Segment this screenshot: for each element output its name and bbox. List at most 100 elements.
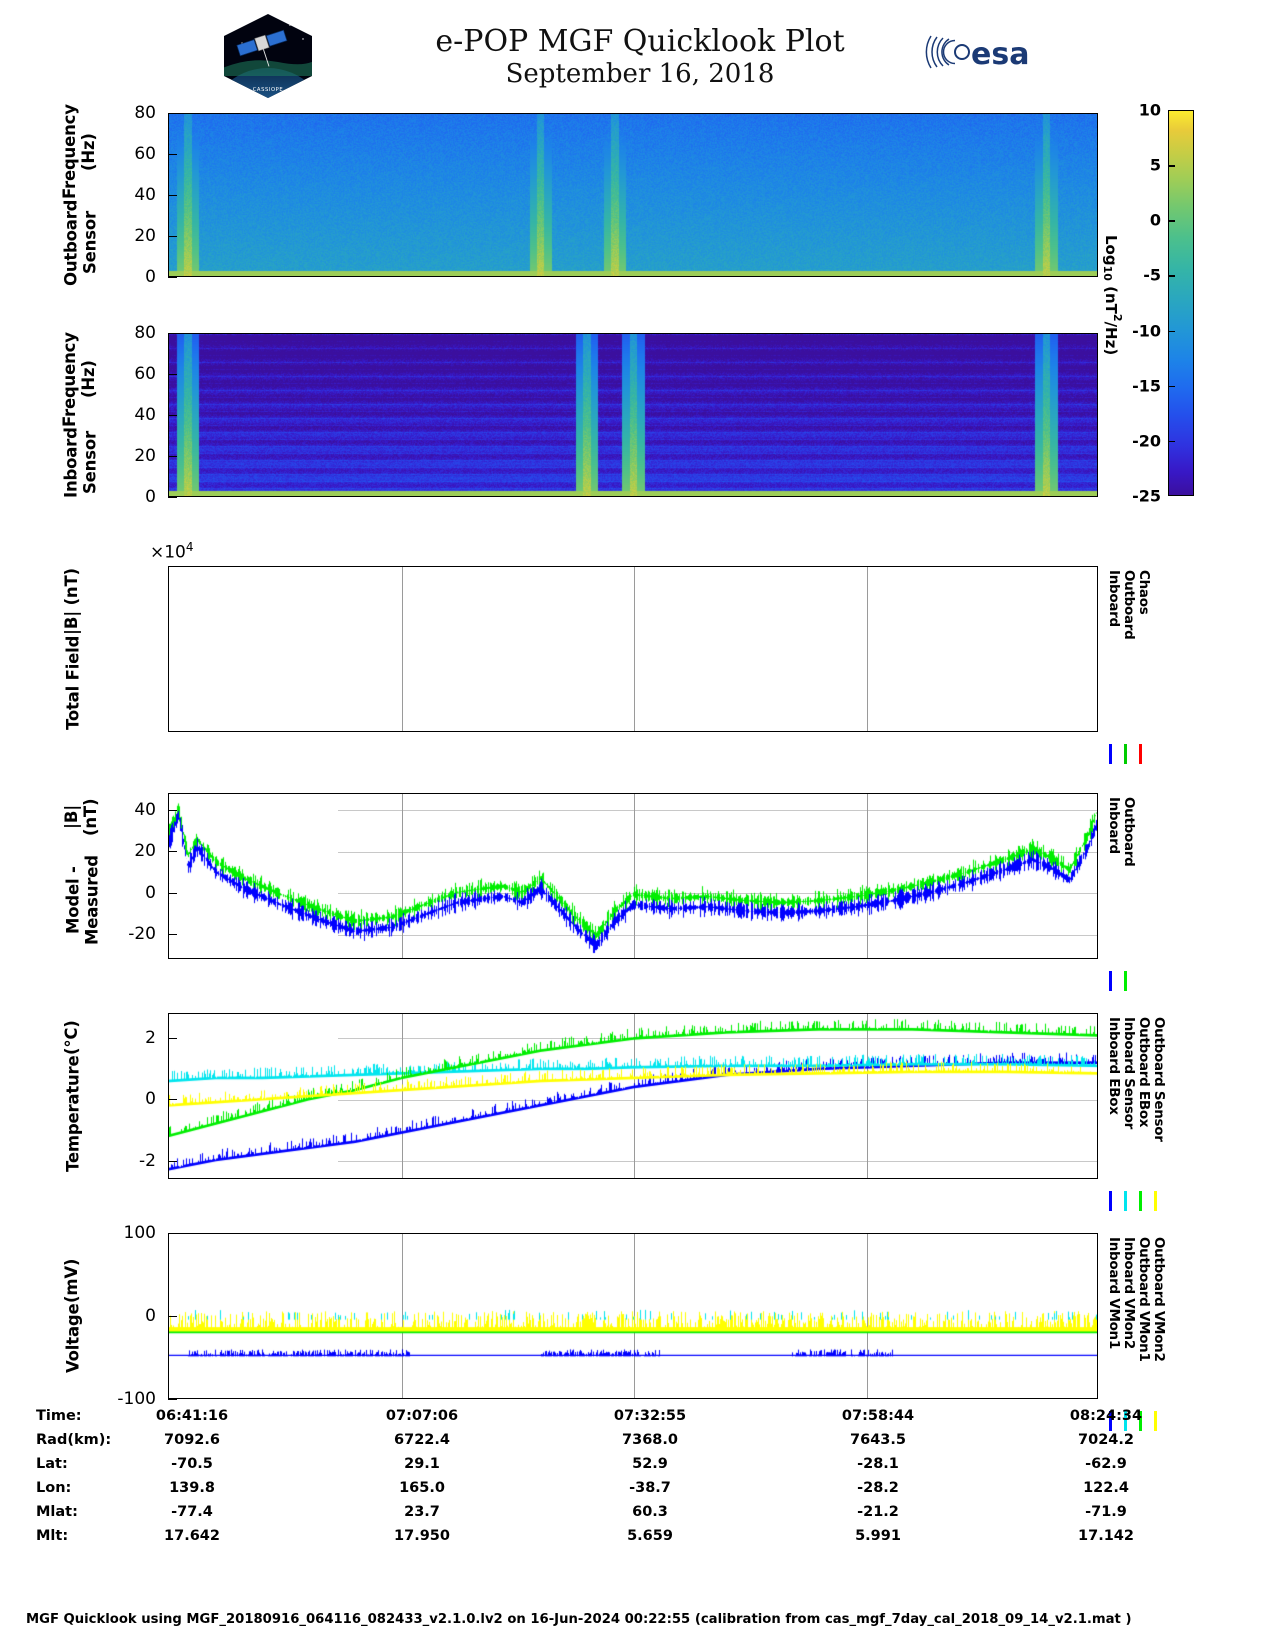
table-cell-1-0: 7092.6 [164,1432,220,1448]
colorbar-tick-1: 5 [1149,155,1161,175]
table-cell-4-2: 60.3 [632,1504,668,1520]
table-cell-0-0: 06:41:16 [155,1408,229,1424]
ytick-model-minus-measured-2: 0 [145,882,156,903]
ylabel-line2-voltage: (mV) [62,1259,81,1304]
ylabel-line2-inboard-spectrogram: Frequency (Hz) [60,332,98,428]
table-cell-2-4: -62.9 [1085,1456,1127,1472]
ytickmark-inboard-spectrogram-3 [168,456,177,458]
table-row: Rad(km): 7092.6 6722.4 7368.0 7643.5 7024.2 [0,1432,1275,1456]
table-cell-5-3: 5.991 [855,1528,901,1544]
table-cell-3-0: 139.8 [169,1480,215,1496]
ytick-voltage-0: 100 [123,1223,156,1243]
table-cell-2-3: -28.1 [857,1456,899,1472]
colorbar-tick-4: -10 [1132,321,1161,341]
plot-area-outboard-spectrogram[interactable] [168,113,1098,277]
ylabel-line1-temperature: Temperature [63,1055,83,1172]
esa-logo: esa [925,28,1045,76]
page-title: e-POP MGF Quicklook Plot [435,24,845,59]
legend-label-total-field-2: Chaos [1136,570,1152,615]
legend-label-voltage-0: Inboard VMon1 [1106,1237,1122,1349]
table-cell-5-4: 17.142 [1078,1528,1134,1544]
ytickmark-temperature-0 [168,1037,177,1039]
ytick-temperature-0: 2 [145,1027,156,1048]
table-cell-2-2: 52.9 [632,1456,668,1472]
table-row-key-1: Rad(km): [36,1432,112,1448]
plot-canvas-outboard-spectrogram [169,114,1097,276]
table-cell-3-1: 165.0 [399,1480,445,1496]
table-cell-1-3: 7643.5 [850,1432,906,1448]
colorbar-gradient [1168,110,1194,496]
legend-label-temperature-2: Outboard EBox [1136,1017,1152,1128]
ylabel-temperature: Temperature (°C) [62,1013,84,1179]
ytick-voltage-2: -100 [117,1389,156,1409]
ylabel-outboard-spectrogram: Outboard Sensor Frequency (Hz) [60,104,101,285]
ytickmark-outboard-spectrogram-4 [168,277,177,279]
page-header: CASSIOPE e-POP MGF Quicklook Plot Septem… [0,0,1275,105]
table-row-key-3: Lon: [36,1480,72,1496]
plot-canvas-model-minus-measured [169,794,1097,958]
ylabel-line2-temperature: (°C) [62,1020,81,1056]
colorbar-title: Log10 (nT2/Hz) [1101,235,1124,355]
plot-area-model-minus-measured[interactable] [168,793,1098,959]
ylabel-line1-outboard-spectrogram: Outboard Sensor [61,199,100,286]
table-cell-0-3: 07:58:44 [841,1408,915,1424]
legend-swatch-voltage-0 [1109,1411,1112,1431]
table-cell-4-1: 23.7 [404,1504,440,1520]
colorbar-tickmark-1 [1168,165,1175,167]
colorbar-tickmark-6 [1168,440,1175,443]
ylabel-inboard-spectrogram: Inboard Sensor Frequency (Hz) [60,332,101,498]
ytickmark-inboard-spectrogram-1 [168,374,177,376]
colorbar-tick-7: -25 [1132,486,1161,506]
cassiope-logo: CASSIOPE [218,12,318,100]
legend-label-total-field-1: Outboard [1121,570,1137,640]
ylabel-line2-total-field: |B| (nT) [62,568,81,636]
ytickmark-voltage-0 [168,1233,177,1235]
legend-swatch-voltage-2 [1139,1411,1142,1431]
table-row-key-2: Lat: [36,1456,68,1472]
plot-area-voltage[interactable] [168,1233,1098,1399]
plot-area-temperature[interactable] [168,1013,1098,1179]
ytick-voltage-1: 0 [145,1306,156,1326]
ylabel-line1-inboard-spectrogram: Inboard Sensor [61,427,100,498]
page-subtitle: September 16, 2018 [505,59,775,90]
ytickmark-temperature-2 [168,1160,177,1162]
legend-label-temperature-0: Inboard EBox [1106,1017,1122,1115]
title-block: e-POP MGF Quicklook Plot September 16, 2… [330,24,950,90]
legend-swatch-temperature-2 [1139,1191,1142,1211]
ytickmark-outboard-spectrogram-0 [168,113,177,115]
legend-swatch-temperature-0 [1109,1191,1112,1211]
ytick-outboard-spectrogram-1: 60 [134,144,156,164]
ytick-outboard-spectrogram-0: 80 [134,103,156,123]
table-row: Time: 06:41:16 07:07:06 07:32:55 07:58:44 08:… [0,1408,1275,1432]
table-cell-5-2: 5.659 [627,1528,673,1544]
plot-area-total-field[interactable] [168,566,1098,732]
ylabel-voltage: Voltage (mV) [62,1233,84,1399]
legend-swatch-voltage-3 [1154,1411,1157,1431]
table-cell-4-0: -77.4 [171,1504,213,1520]
ytick-outboard-spectrogram-3: 20 [134,226,156,246]
svg-text:CASSIOPE: CASSIOPE [253,87,284,93]
ytickmark-inboard-spectrogram-4 [168,497,177,499]
ytick-inboard-spectrogram-0: 80 [134,323,156,343]
colorbar-tickmark-4 [1168,330,1175,332]
table-cell-3-3: -28.2 [857,1480,899,1496]
plot-canvas-total-field [169,567,1097,731]
ylabel-line2-model-minus-measured: |B| (nT) [62,798,100,836]
table-cell-0-4: 08:24:34 [1069,1408,1143,1424]
ylabel-line1-model-minus-measured: Model - Measured [63,855,102,946]
ytick-inboard-spectrogram-2: 40 [134,405,156,425]
table-cell-0-1: 07:07:06 [385,1408,459,1424]
ytick-model-minus-measured-0: 40 [134,799,156,820]
table-cell-2-0: -70.5 [171,1456,213,1472]
legend-label-total-field-0: Inboard [1106,570,1122,627]
plot-area-inboard-spectrogram[interactable] [168,333,1098,497]
table-row: Mlat: -77.4 23.7 60.3 -21.2 -71.9 [0,1504,1275,1528]
colorbar-tickmark-5 [1168,385,1175,388]
plot-canvas-voltage [169,1234,1097,1398]
ytickmark-inboard-spectrogram-0 [168,333,177,335]
legend-swatch-temperature-1 [1124,1191,1127,1211]
colorbar-title-unit-post: /Hz) [1102,321,1120,356]
ytick-inboard-spectrogram-4: 0 [145,487,156,507]
colorbar-title-unit-pre: (nT [1102,280,1120,314]
ytick-inboard-spectrogram-1: 60 [134,364,156,384]
